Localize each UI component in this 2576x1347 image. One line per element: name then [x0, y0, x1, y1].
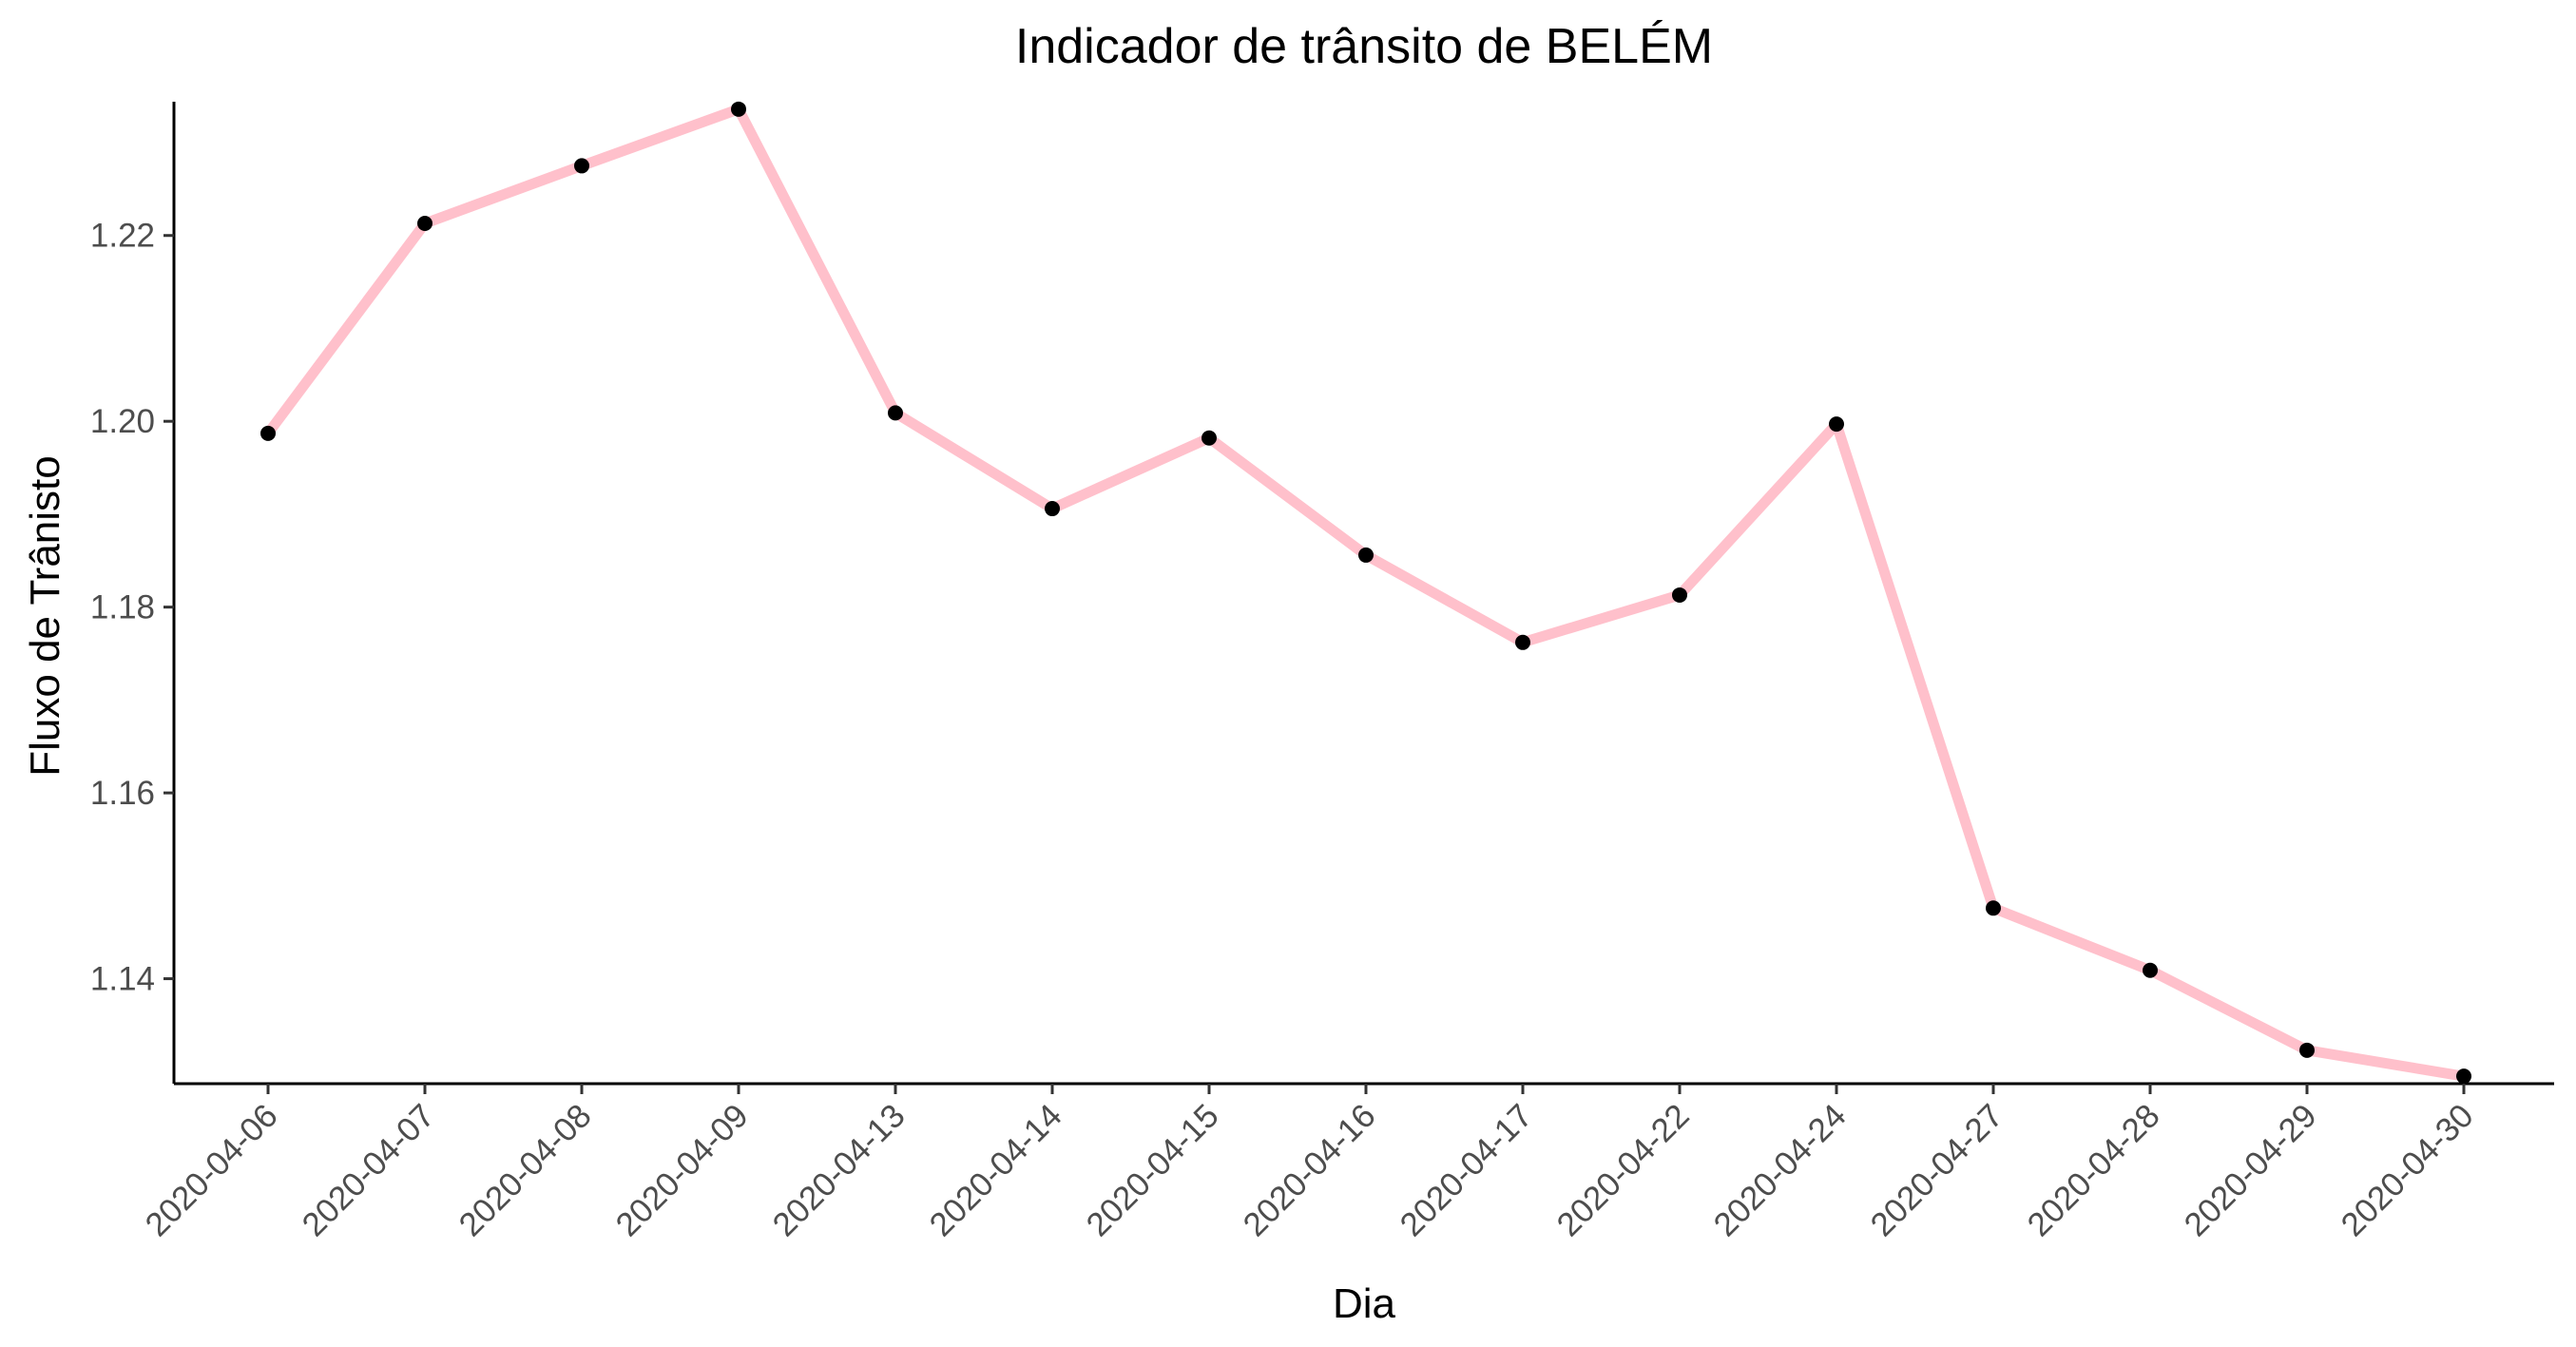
x-tick-label: 2020-04-16: [1236, 1097, 1382, 1243]
data-point: [417, 216, 433, 232]
data-point: [574, 158, 589, 174]
data-point: [1515, 634, 1530, 650]
chart-title: Indicador de trânsito de BELÉM: [1015, 19, 1713, 74]
y-tick-label: 1.22: [90, 218, 155, 255]
data-point: [1201, 430, 1217, 446]
x-tick-label: 2020-04-15: [1079, 1097, 1225, 1243]
x-tick-label: 2020-04-30: [2334, 1097, 2480, 1243]
x-tick-label: 2020-04-22: [1549, 1097, 1696, 1243]
data-point: [260, 425, 276, 441]
data-point: [1986, 900, 2001, 916]
y-tick-label: 1.16: [90, 775, 155, 812]
data-point: [1829, 416, 1844, 433]
x-tick-label: 2020-04-06: [138, 1097, 284, 1243]
data-point: [1045, 501, 1060, 517]
x-tick-label: 2020-04-28: [2020, 1097, 2166, 1243]
y-axis-ticks: 1.14 1.16 1.18 1.20 1.22: [90, 218, 174, 998]
x-tick-label: 2020-04-09: [608, 1097, 755, 1243]
y-tick-label: 1.18: [90, 589, 155, 626]
data-point: [2456, 1068, 2471, 1085]
data-point: [2143, 962, 2158, 978]
series-line: [263, 104, 2465, 1082]
plot-area: [260, 101, 2471, 1085]
y-axis-title: Fluxo de Trânisto: [22, 455, 68, 777]
data-point: [888, 405, 903, 421]
x-axis-title: Dia: [1333, 1280, 1396, 1327]
x-tick-label: 2020-04-27: [1863, 1097, 2009, 1243]
data-point: [1672, 587, 1687, 603]
x-tick-label: 2020-04-13: [765, 1097, 912, 1243]
x-tick-label: 2020-04-29: [2177, 1097, 2323, 1243]
x-tick-label: 2020-04-17: [1393, 1097, 1539, 1243]
x-tick-label: 2020-04-14: [922, 1097, 1068, 1243]
x-axis-ticks: 2020-04-06 2020-04-07 2020-04-08 2020-04-09…: [138, 1084, 2481, 1243]
data-point: [1358, 547, 1374, 563]
data-point: [731, 101, 746, 117]
data-point: [2299, 1042, 2315, 1058]
x-tick-label: 2020-04-08: [452, 1097, 598, 1243]
y-tick-label: 1.20: [90, 403, 155, 440]
y-tick-label: 1.14: [90, 961, 155, 998]
x-tick-label: 2020-04-07: [295, 1097, 441, 1243]
x-tick-label: 2020-04-24: [1706, 1097, 1853, 1243]
